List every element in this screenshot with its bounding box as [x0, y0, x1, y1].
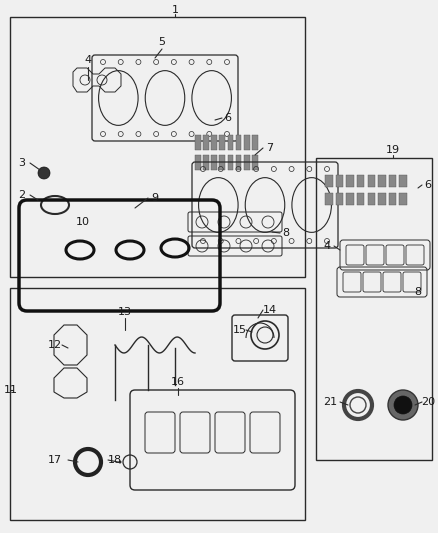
- Bar: [10, 288, 305, 520]
- Text: 6: 6: [424, 180, 431, 190]
- Text: 15: 15: [233, 325, 247, 335]
- Bar: [346, 175, 354, 187]
- Bar: [316, 158, 432, 460]
- Text: 10: 10: [76, 217, 90, 227]
- Bar: [367, 193, 375, 205]
- Circle shape: [350, 397, 366, 413]
- Text: 9: 9: [152, 193, 159, 203]
- Text: 4: 4: [323, 241, 331, 251]
- Bar: [195, 135, 201, 150]
- Bar: [389, 175, 396, 187]
- Text: 20: 20: [421, 397, 435, 407]
- Bar: [244, 155, 250, 170]
- Bar: [244, 135, 250, 150]
- Bar: [378, 193, 386, 205]
- Circle shape: [394, 396, 412, 414]
- Bar: [325, 175, 332, 187]
- Bar: [336, 193, 343, 205]
- Bar: [346, 193, 354, 205]
- Bar: [336, 175, 343, 187]
- Bar: [378, 175, 386, 187]
- Text: 2: 2: [18, 190, 25, 200]
- Bar: [203, 135, 209, 150]
- Bar: [357, 193, 364, 205]
- Bar: [252, 135, 258, 150]
- Text: 6: 6: [225, 113, 232, 123]
- Text: 17: 17: [48, 455, 62, 465]
- Text: 7: 7: [266, 143, 274, 153]
- Bar: [10, 17, 305, 277]
- Bar: [236, 135, 241, 150]
- Bar: [219, 135, 225, 150]
- Bar: [236, 155, 241, 170]
- Bar: [389, 193, 396, 205]
- Text: 12: 12: [48, 340, 62, 350]
- Bar: [211, 135, 217, 150]
- Bar: [252, 155, 258, 170]
- Text: 11: 11: [4, 385, 18, 395]
- Bar: [227, 135, 233, 150]
- Circle shape: [388, 390, 418, 420]
- Bar: [219, 155, 225, 170]
- Text: 18: 18: [108, 455, 122, 465]
- Bar: [357, 175, 364, 187]
- Text: 13: 13: [118, 307, 132, 317]
- Bar: [203, 155, 209, 170]
- Text: 16: 16: [171, 377, 185, 387]
- Circle shape: [119, 461, 121, 464]
- Bar: [399, 193, 407, 205]
- Bar: [211, 155, 217, 170]
- Text: 8: 8: [283, 228, 290, 238]
- Bar: [195, 155, 201, 170]
- Bar: [227, 155, 233, 170]
- Text: 1: 1: [172, 5, 179, 15]
- Text: 5: 5: [159, 37, 166, 47]
- Text: 19: 19: [386, 145, 400, 155]
- Bar: [367, 175, 375, 187]
- Text: 4: 4: [85, 55, 92, 65]
- Text: 8: 8: [414, 287, 421, 297]
- Bar: [399, 175, 407, 187]
- Text: 3: 3: [18, 158, 25, 168]
- Text: 14: 14: [263, 305, 277, 315]
- Text: 21: 21: [323, 397, 337, 407]
- Bar: [325, 193, 332, 205]
- Circle shape: [38, 167, 50, 179]
